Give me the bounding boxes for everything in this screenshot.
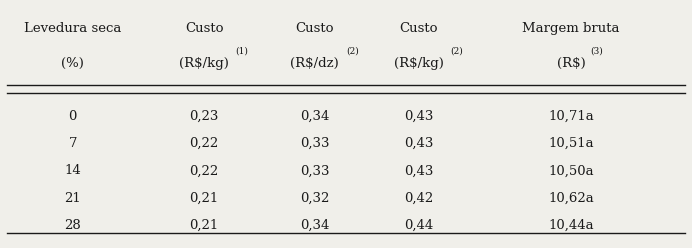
Text: 0,34: 0,34 xyxy=(300,110,329,123)
Text: 0,21: 0,21 xyxy=(190,219,219,232)
Text: 0,22: 0,22 xyxy=(190,137,219,150)
Text: 0,43: 0,43 xyxy=(404,137,433,150)
Text: 0,42: 0,42 xyxy=(404,192,433,205)
Text: Margem bruta: Margem bruta xyxy=(522,22,619,35)
Text: 0,22: 0,22 xyxy=(190,164,219,178)
Text: (R$): (R$) xyxy=(556,57,585,70)
Text: 0,43: 0,43 xyxy=(404,110,433,123)
Text: 0,21: 0,21 xyxy=(190,192,219,205)
Text: (R$/kg): (R$/kg) xyxy=(394,57,444,70)
Text: (2): (2) xyxy=(346,46,359,55)
Text: 7: 7 xyxy=(69,137,77,150)
Text: 14: 14 xyxy=(64,164,81,178)
Text: 0,32: 0,32 xyxy=(300,192,329,205)
Text: (2): (2) xyxy=(450,46,463,55)
Text: 10,51a: 10,51a xyxy=(548,137,594,150)
Text: (1): (1) xyxy=(235,46,248,55)
Text: Custo: Custo xyxy=(399,22,438,35)
Text: 0,44: 0,44 xyxy=(404,219,433,232)
Text: 10,62a: 10,62a xyxy=(548,192,594,205)
Text: Levedura seca: Levedura seca xyxy=(24,22,121,35)
Text: 0,23: 0,23 xyxy=(190,110,219,123)
Text: (R$/kg): (R$/kg) xyxy=(179,57,229,70)
Text: (%): (%) xyxy=(61,57,84,70)
Text: 10,44a: 10,44a xyxy=(548,219,594,232)
Text: 0,34: 0,34 xyxy=(300,219,329,232)
Text: (3): (3) xyxy=(590,46,603,55)
Text: 0,33: 0,33 xyxy=(300,164,329,178)
Text: 0,33: 0,33 xyxy=(300,137,329,150)
Text: Custo: Custo xyxy=(295,22,334,35)
Text: 0: 0 xyxy=(69,110,77,123)
Text: 21: 21 xyxy=(64,192,81,205)
Text: 28: 28 xyxy=(64,219,81,232)
Text: 0,43: 0,43 xyxy=(404,164,433,178)
Text: (R$/dz): (R$/dz) xyxy=(291,57,339,70)
Text: 10,71a: 10,71a xyxy=(548,110,594,123)
Text: Custo: Custo xyxy=(185,22,224,35)
Text: 10,50a: 10,50a xyxy=(548,164,594,178)
